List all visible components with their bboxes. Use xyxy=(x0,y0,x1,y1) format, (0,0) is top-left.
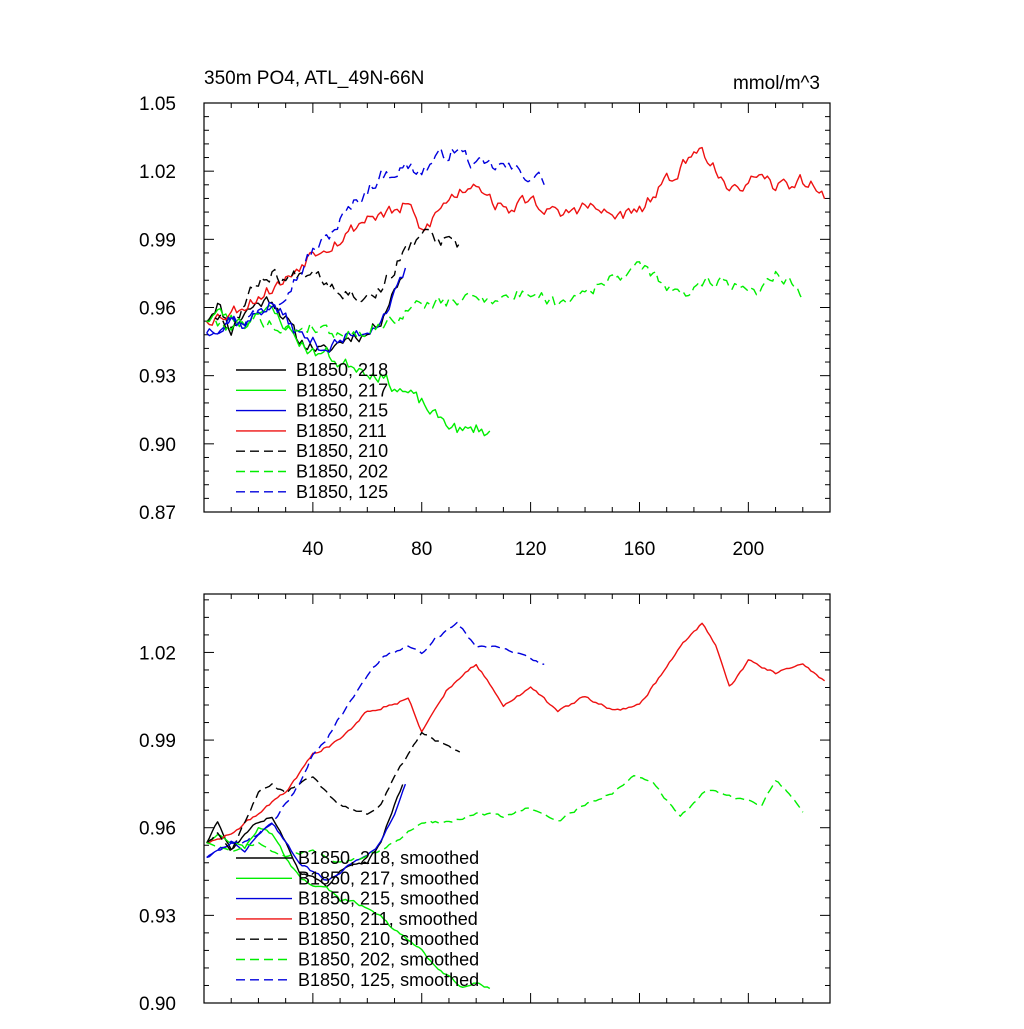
series-line-202-dashed xyxy=(206,261,804,340)
series-line-210-dashed xyxy=(206,228,461,329)
series-line-211 xyxy=(206,146,826,326)
legend-entry: B1850, 218 xyxy=(296,360,388,380)
series-line-211 xyxy=(206,622,826,844)
x-tick-label: 40 xyxy=(302,539,323,560)
y-tick-label: 1.02 xyxy=(139,162,176,183)
series-line-125-dashed xyxy=(206,147,545,337)
legend-entry: B1850, 217, smoothed xyxy=(298,868,479,888)
x-tick-label: 120 xyxy=(515,539,547,560)
series-line-215 xyxy=(206,783,407,881)
series-line-202-dashed xyxy=(206,774,804,864)
chart-panel-1: 0.87 0.90 0.93 0.96 0.99 1.02 1.05 40 80 120 160 20… xyxy=(139,68,831,560)
series-line-125-dashed xyxy=(206,621,545,859)
y-tick-label: 0.99 xyxy=(139,731,176,752)
chart-panel-2: 0.90 0.93 0.96 0.99 1.02 B1850, 218, smoothed… xyxy=(139,593,831,1015)
y-tick-label: 0.90 xyxy=(139,435,176,456)
series-line-218 xyxy=(206,276,404,353)
chart-title: 350m PO4, ATL_49N-66N xyxy=(204,68,424,89)
legend-entry: B1850, 215 xyxy=(296,401,388,421)
legend-entry: B1850, 125 xyxy=(296,482,388,502)
legend-entry: B1850, 211, smoothed xyxy=(298,909,478,929)
y-tick-label: 0.99 xyxy=(139,230,176,251)
series-line-217 xyxy=(206,827,491,990)
units-label: mmol/m^3 xyxy=(733,73,820,94)
legend-entry: B1850, 211 xyxy=(296,421,387,441)
x-tick-label: 80 xyxy=(411,539,432,560)
y-tick-label: 0.93 xyxy=(139,906,176,927)
y-tick-label: 0.96 xyxy=(139,299,176,320)
series-line-218 xyxy=(206,784,404,888)
plot-frame xyxy=(203,593,831,1004)
y-tick-label: 1.05 xyxy=(139,94,176,115)
legend-entry: B1850, 210 xyxy=(296,441,388,461)
legend-entry: B1850, 202, smoothed xyxy=(298,950,479,970)
x-tick-label: 200 xyxy=(732,539,764,560)
y-tick-label: 0.87 xyxy=(139,503,176,524)
y-tick-label: 1.02 xyxy=(139,643,176,664)
legend-entry: B1850, 215, smoothed xyxy=(298,889,479,909)
legend-entry: B1850, 210, smoothed xyxy=(298,929,479,949)
legend-entry: B1850, 202 xyxy=(296,462,388,482)
y-tick-label: 0.93 xyxy=(139,367,176,388)
legend-entry: B1850, 218, smoothed xyxy=(298,848,479,868)
legend-entry: B1850, 217 xyxy=(296,380,388,400)
series-line-215 xyxy=(206,267,407,353)
y-tick-label: 0.96 xyxy=(139,819,176,840)
series-line-210-dashed xyxy=(206,731,461,853)
y-tick-label: 0.90 xyxy=(139,994,176,1015)
legend-entry: B1850, 125, smoothed xyxy=(298,970,479,990)
x-tick-label: 160 xyxy=(624,539,656,560)
